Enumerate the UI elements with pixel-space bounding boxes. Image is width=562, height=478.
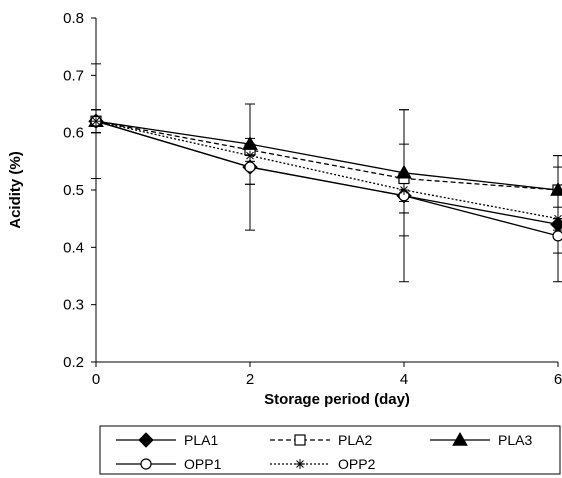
y-axis-label: Acidity (%) bbox=[7, 151, 24, 229]
x-tick-label: 4 bbox=[400, 371, 408, 388]
series-line-pla3 bbox=[95, 120, 559, 191]
x-axis-label: Storage period (day) bbox=[264, 391, 410, 408]
y-tick-label: 0.7 bbox=[63, 67, 84, 84]
x-axis-ticks: 0 2 4 6 bbox=[92, 362, 562, 388]
series-lines bbox=[95, 120, 559, 237]
y-tick-label: 0.5 bbox=[63, 182, 84, 199]
y-axis-ticks: 0.2 0.3 0.4 0.5 0.6 0.7 0.8 bbox=[63, 10, 96, 371]
legend-marker bbox=[452, 431, 468, 446]
legend-item-pla3: PLA3 bbox=[430, 431, 532, 448]
legend-label: PLA3 bbox=[498, 432, 532, 448]
legend-label: PLA2 bbox=[338, 432, 372, 448]
legend-box bbox=[99, 425, 561, 475]
y-tick-label: 0.6 bbox=[63, 125, 84, 142]
series-line-opp2 bbox=[95, 120, 559, 220]
legend-item-opp2: OPP2 bbox=[270, 456, 376, 472]
legend-marker bbox=[140, 458, 152, 470]
series-line-opp1 bbox=[95, 120, 559, 237]
data-point-pla3 bbox=[242, 136, 258, 150]
legend-item-pla1: PLA1 bbox=[116, 432, 218, 448]
legend-marker bbox=[294, 434, 306, 446]
legend: PLA1 PLA2 PLA3 OPP1 OPP2 bbox=[99, 425, 561, 475]
x-tick-label: 0 bbox=[92, 371, 100, 388]
y-tick-label: 0.3 bbox=[63, 297, 84, 314]
legend-label: OPP2 bbox=[338, 456, 376, 472]
data-point-opp2 bbox=[553, 213, 562, 224]
legend-label: PLA1 bbox=[184, 432, 218, 448]
legend-label: OPP1 bbox=[184, 456, 222, 472]
data-point-opp2 bbox=[245, 150, 255, 161]
legend-marker bbox=[295, 459, 305, 469]
data-point-opp1 bbox=[244, 161, 256, 173]
data-point-opp1 bbox=[552, 230, 562, 242]
data-point-opp2 bbox=[399, 185, 409, 195]
legend-item-opp1: OPP1 bbox=[116, 456, 222, 472]
y-tick-label: 0.4 bbox=[63, 239, 84, 256]
series-line-pla2 bbox=[95, 120, 559, 191]
y-tick-label: 0.8 bbox=[63, 10, 84, 27]
data-point-pla3 bbox=[396, 164, 412, 179]
legend-item-pla2: PLA2 bbox=[270, 432, 372, 448]
x-tick-label: 2 bbox=[246, 371, 254, 388]
x-tick-label: 6 bbox=[554, 371, 562, 388]
legend-marker bbox=[138, 432, 154, 448]
y-tick-label: 0.2 bbox=[63, 354, 84, 371]
